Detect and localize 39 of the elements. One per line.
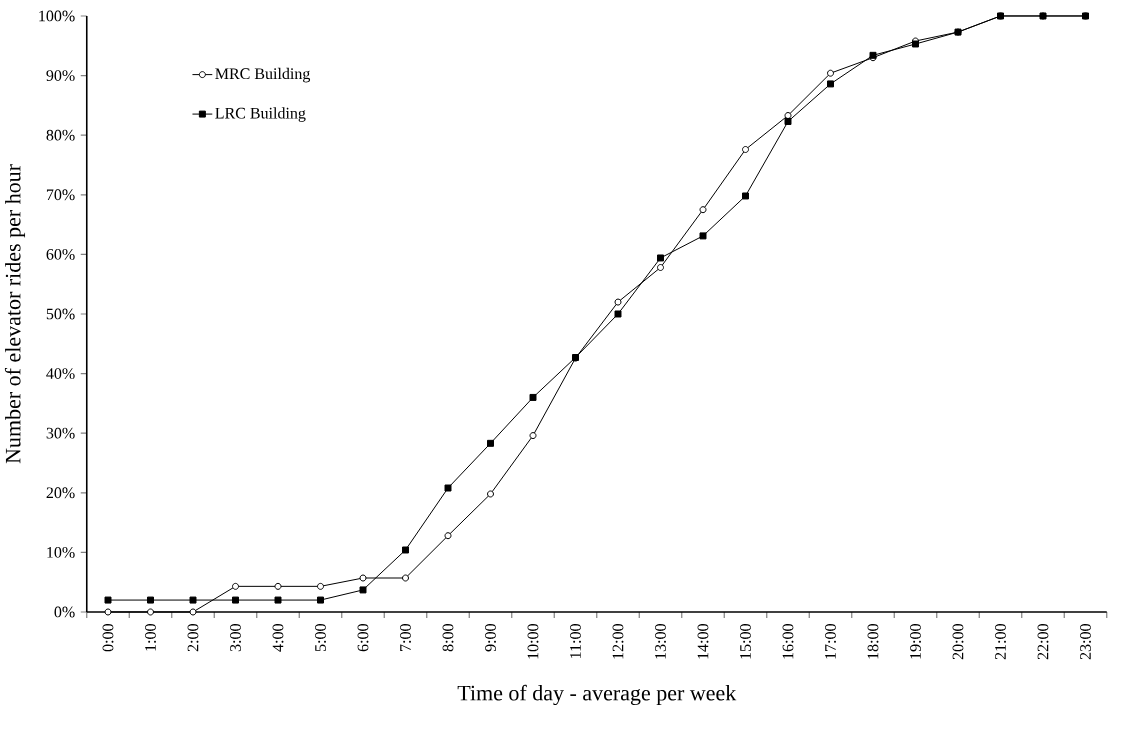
x-tick-label: 12:00 bbox=[612, 624, 624, 659]
x-tick-label: 18:00 bbox=[867, 624, 879, 659]
y-tick-label: 20% bbox=[46, 487, 75, 499]
x-axis-title: Time of day - average per week bbox=[457, 684, 737, 706]
x-tick-label: 0:00 bbox=[102, 624, 114, 652]
x-tick-label: 19:00 bbox=[910, 624, 921, 659]
legend-label: MRC Building bbox=[215, 67, 311, 83]
x-tick-label: 21:00 bbox=[995, 624, 1006, 660]
x-tick-label: 13:00 bbox=[655, 624, 666, 659]
y-tick-label: 10% bbox=[47, 546, 75, 558]
y-tick-label: 100% bbox=[39, 10, 75, 22]
x-tick-label: 8:00 bbox=[442, 624, 454, 652]
y-tick-label: 90% bbox=[46, 70, 75, 82]
legend-label: LRC Building bbox=[215, 107, 306, 122]
x-tick-label: 1:00 bbox=[145, 624, 156, 651]
x-tick-label: 6:00 bbox=[357, 624, 369, 652]
x-tick-label: 15:00 bbox=[740, 624, 751, 659]
x-tick-label: 10:00 bbox=[527, 624, 539, 659]
y-axis-title: Number of elevator rides per hour bbox=[4, 164, 26, 464]
y-tick-label: 70% bbox=[46, 189, 75, 201]
x-tick-label: 4:00 bbox=[272, 624, 284, 652]
x-tick-label: 9:00 bbox=[485, 624, 496, 652]
x-tick-label: 23:00 bbox=[1080, 624, 1091, 660]
y-tick-label: 0% bbox=[54, 606, 75, 618]
x-tick-label: 11:00 bbox=[570, 624, 581, 658]
x-tick-label: 5:00 bbox=[315, 624, 326, 652]
x-tick-label: 17:00 bbox=[825, 624, 836, 659]
y-tick-label: 80% bbox=[46, 129, 75, 141]
x-tick-label: 22:00 bbox=[1037, 624, 1049, 660]
y-tick-label: 50% bbox=[46, 308, 75, 320]
x-tick-label: 2:00 bbox=[187, 624, 199, 652]
x-tick-label: 16:00 bbox=[782, 624, 794, 659]
x-tick-label: 20:00 bbox=[952, 624, 964, 660]
x-tick-label: 3:00 bbox=[230, 624, 241, 652]
y-tick-label: 30% bbox=[46, 427, 75, 439]
y-tick-label: 40% bbox=[46, 368, 75, 380]
x-tick-label: 7:00 bbox=[400, 624, 411, 651]
y-tick-label: 60% bbox=[46, 248, 75, 260]
x-tick-label: 14:00 bbox=[697, 624, 709, 659]
